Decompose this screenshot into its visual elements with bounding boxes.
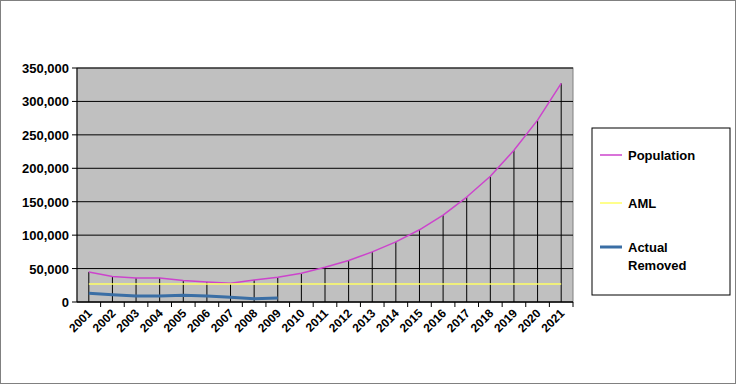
x-tick-label: 2020 [515, 306, 544, 335]
x-tick-label: 2013 [350, 306, 379, 335]
legend-label: AML [628, 196, 656, 211]
legend-swatch [600, 154, 622, 156]
chart: 0 50,000 100,000 150,000 200,000 250,000 300,0… [0, 0, 736, 384]
legend-label-line: Actual [628, 240, 668, 255]
x-tick-label: 2011 [303, 306, 332, 335]
drop-line [372, 252, 373, 302]
x-tick-label: 2012 [326, 306, 355, 335]
x-tick [502, 302, 503, 307]
x-tick [525, 302, 526, 307]
drop-line [112, 277, 113, 302]
x-tick [573, 302, 574, 307]
x-tick [431, 302, 432, 307]
chart-frame [1, 1, 736, 384]
x-tick [147, 302, 148, 307]
x-tick-label: 2005 [161, 306, 190, 335]
drop-line [537, 120, 538, 302]
y-tick [72, 68, 77, 69]
x-tick [336, 302, 337, 307]
grid-line [77, 201, 573, 202]
x-tick-label: 2017 [444, 306, 473, 335]
legend-label: Population [628, 148, 695, 163]
x-tick-label: 2007 [208, 306, 237, 335]
x-tick-label: 2015 [397, 306, 426, 335]
y-tick-label: 250,000 [22, 128, 69, 143]
grid-line [77, 101, 573, 102]
x-tick-label: 2010 [279, 306, 308, 335]
series-line [89, 293, 278, 298]
x-tick-label: 2008 [231, 306, 260, 335]
y-tick-label: 0 [62, 295, 69, 310]
drop-line [348, 261, 349, 302]
y-tick [72, 268, 77, 269]
x-tick [360, 302, 361, 307]
series-line [89, 83, 561, 283]
x-tick-label: 2016 [420, 306, 449, 335]
x-tick-label: 2002 [90, 306, 119, 335]
x-tick-label: 2014 [373, 306, 402, 335]
x-tick [265, 302, 266, 307]
y-axis [77, 68, 78, 302]
y-tick-label: 50,000 [29, 262, 69, 277]
plot-marks [89, 83, 561, 302]
drop-line [513, 150, 514, 302]
x-tick [171, 302, 172, 307]
legend [592, 128, 730, 295]
legend-label-line: Removed [628, 258, 687, 273]
y-tick-label: 300,000 [22, 94, 69, 109]
x-tick [289, 302, 290, 307]
x-tick-label: 2021 [539, 306, 568, 335]
grid-line [77, 68, 573, 69]
x-tick [478, 302, 479, 307]
x-tick-label: 2003 [113, 306, 142, 335]
drop-line [301, 273, 302, 302]
x-tick [407, 302, 408, 307]
y-tick-label: 350,000 [22, 61, 69, 76]
grid-line [77, 235, 573, 236]
y-tick-label: 100,000 [22, 228, 69, 243]
drop-line [159, 278, 160, 302]
drop-line [443, 215, 444, 302]
x-tick [454, 302, 455, 307]
plot-area [77, 68, 573, 302]
x-tick [124, 302, 125, 307]
x-tick-label: 2004 [137, 306, 166, 335]
grid-line [77, 134, 573, 135]
x-tick [100, 302, 101, 307]
drop-line [136, 278, 137, 302]
y-tick [72, 235, 77, 236]
x-tick-label: 2018 [468, 306, 497, 335]
x-tick [549, 302, 550, 307]
y-tick-label: 150,000 [22, 195, 69, 210]
x-tick [195, 302, 196, 307]
drop-line [466, 197, 467, 302]
y-tick [72, 168, 77, 169]
legend-swatch [600, 246, 622, 249]
x-tick-label: 2001 [66, 306, 95, 335]
x-tick [313, 302, 314, 307]
y-tick [72, 101, 77, 102]
y-tick [72, 134, 77, 135]
drop-line [561, 83, 562, 302]
drop-line [206, 282, 207, 302]
drop-line [490, 176, 491, 302]
y-tick-label: 200,000 [22, 161, 69, 176]
x-tick-label: 2006 [184, 306, 213, 335]
x-tick-label: 2019 [491, 306, 520, 335]
y-tick [72, 302, 77, 303]
drop-line [419, 230, 420, 302]
x-tick [384, 302, 385, 307]
y-tick [72, 201, 77, 202]
drop-line [230, 283, 231, 302]
legend-swatch [600, 202, 622, 204]
drop-line [88, 272, 89, 302]
drop-line [395, 242, 396, 302]
x-tick [242, 302, 243, 307]
legend-label: Actual Removed [628, 240, 687, 273]
x-tick [218, 302, 219, 307]
x-tick-label: 2009 [255, 306, 284, 335]
series-line [89, 283, 561, 285]
